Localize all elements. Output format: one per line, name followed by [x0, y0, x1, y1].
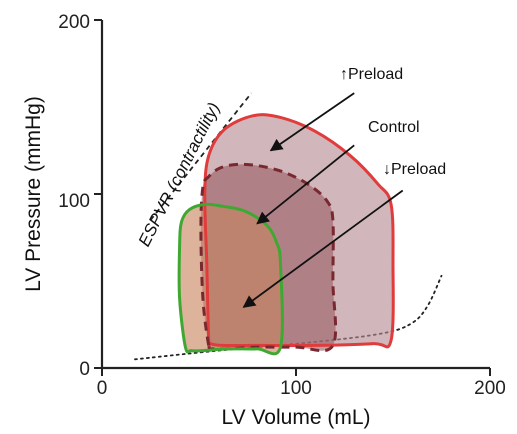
x-tick-label: 200 — [474, 378, 506, 399]
arrow-increased-preload — [269, 92, 355, 152]
x-tick-label: 0 — [97, 378, 108, 399]
annotation-increased-preload: ↑Preload — [340, 66, 403, 83]
x-axis-title: LV Volume (mL) — [222, 406, 371, 429]
y-tick-label: 100 — [58, 191, 90, 212]
loop-control-outline — [199, 162, 338, 353]
x-tick-label: 100 — [280, 378, 312, 399]
annotation-decreased-preload: ↓Preload — [383, 161, 446, 178]
plot-area — [94, 19, 491, 376]
y-tick-label: 0 — [79, 359, 90, 380]
y-tick-label: 200 — [58, 12, 90, 33]
loop-increased-preload-outline — [203, 113, 395, 349]
annotation-control: Control — [368, 119, 420, 136]
y-axis-title: LV Pressure (mmHg) — [22, 96, 45, 292]
arrow-control — [256, 144, 355, 225]
loop-decreased-preload-outline — [177, 202, 284, 356]
arrow-decreased-preload — [242, 189, 404, 308]
espvr-line — [149, 92, 253, 221]
